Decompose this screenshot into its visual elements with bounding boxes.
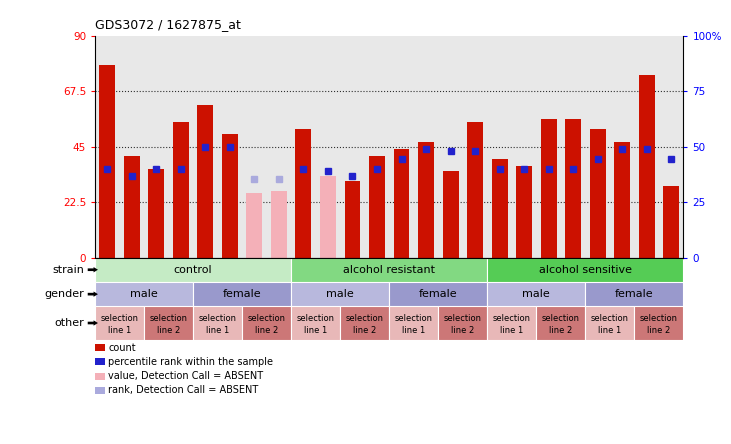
Text: line 1: line 1: [304, 326, 327, 335]
Text: male: male: [523, 289, 550, 299]
Bar: [663, 186, 679, 258]
Text: selection: selection: [542, 313, 580, 322]
Bar: [488, 282, 586, 306]
Text: male: male: [326, 289, 354, 299]
Text: selection: selection: [150, 313, 188, 322]
Bar: [271, 191, 287, 258]
Text: line 1: line 1: [108, 326, 131, 335]
Text: selection: selection: [591, 313, 629, 322]
Text: line 2: line 2: [549, 326, 572, 335]
Bar: [488, 306, 537, 340]
Bar: [95, 306, 144, 340]
Bar: [173, 122, 189, 258]
Bar: [516, 166, 532, 258]
Bar: [393, 149, 409, 258]
Text: percentile rank within the sample: percentile rank within the sample: [108, 357, 273, 367]
Text: alcohol resistant: alcohol resistant: [344, 265, 435, 275]
Text: alcohol sensitive: alcohol sensitive: [539, 265, 632, 275]
Text: rank, Detection Call = ABSENT: rank, Detection Call = ABSENT: [108, 385, 259, 395]
Text: selection: selection: [640, 313, 678, 322]
Bar: [590, 129, 606, 258]
Text: line 1: line 1: [500, 326, 523, 335]
Text: line 1: line 1: [598, 326, 621, 335]
Text: line 2: line 2: [255, 326, 279, 335]
Text: selection: selection: [199, 313, 237, 322]
Text: selection: selection: [101, 313, 139, 322]
Bar: [124, 156, 140, 258]
Bar: [639, 75, 655, 258]
Text: selection: selection: [297, 313, 335, 322]
Text: selection: selection: [248, 313, 286, 322]
Bar: [614, 142, 630, 258]
Bar: [418, 142, 434, 258]
Bar: [291, 306, 340, 340]
Text: strain: strain: [52, 265, 84, 275]
Text: control: control: [174, 265, 213, 275]
Bar: [99, 65, 115, 258]
Bar: [488, 258, 683, 282]
Bar: [344, 181, 360, 258]
Bar: [295, 129, 311, 258]
Bar: [197, 105, 213, 258]
Bar: [291, 282, 389, 306]
Bar: [442, 171, 458, 258]
Bar: [537, 306, 586, 340]
Text: value, Detection Call = ABSENT: value, Detection Call = ABSENT: [108, 371, 263, 381]
Bar: [291, 258, 488, 282]
Bar: [340, 306, 389, 340]
Bar: [586, 306, 635, 340]
Text: GDS3072 / 1627875_at: GDS3072 / 1627875_at: [95, 18, 241, 31]
Bar: [390, 306, 439, 340]
Bar: [390, 282, 488, 306]
Bar: [144, 306, 193, 340]
Text: selection: selection: [493, 313, 531, 322]
Text: selection: selection: [444, 313, 482, 322]
Text: count: count: [108, 343, 136, 353]
Bar: [565, 119, 581, 258]
Bar: [439, 306, 488, 340]
Bar: [193, 306, 242, 340]
Text: other: other: [54, 318, 84, 328]
Text: line 2: line 2: [451, 326, 474, 335]
Bar: [242, 306, 291, 340]
Bar: [148, 169, 164, 258]
Bar: [246, 194, 262, 258]
Text: female: female: [419, 289, 458, 299]
Text: selection: selection: [346, 313, 384, 322]
Text: female: female: [615, 289, 654, 299]
Bar: [320, 176, 336, 258]
Bar: [95, 258, 291, 282]
Text: male: male: [130, 289, 158, 299]
Text: line 2: line 2: [353, 326, 376, 335]
Bar: [492, 159, 507, 258]
Bar: [467, 122, 483, 258]
Text: line 2: line 2: [157, 326, 181, 335]
Text: line 2: line 2: [648, 326, 670, 335]
Bar: [541, 119, 556, 258]
Bar: [222, 134, 238, 258]
Bar: [635, 306, 683, 340]
Bar: [193, 282, 291, 306]
Text: selection: selection: [395, 313, 433, 322]
Bar: [586, 282, 683, 306]
Bar: [369, 156, 385, 258]
Text: line 1: line 1: [402, 326, 425, 335]
Text: line 1: line 1: [206, 326, 230, 335]
Bar: [95, 282, 193, 306]
Text: gender: gender: [45, 289, 84, 299]
Text: female: female: [223, 289, 262, 299]
